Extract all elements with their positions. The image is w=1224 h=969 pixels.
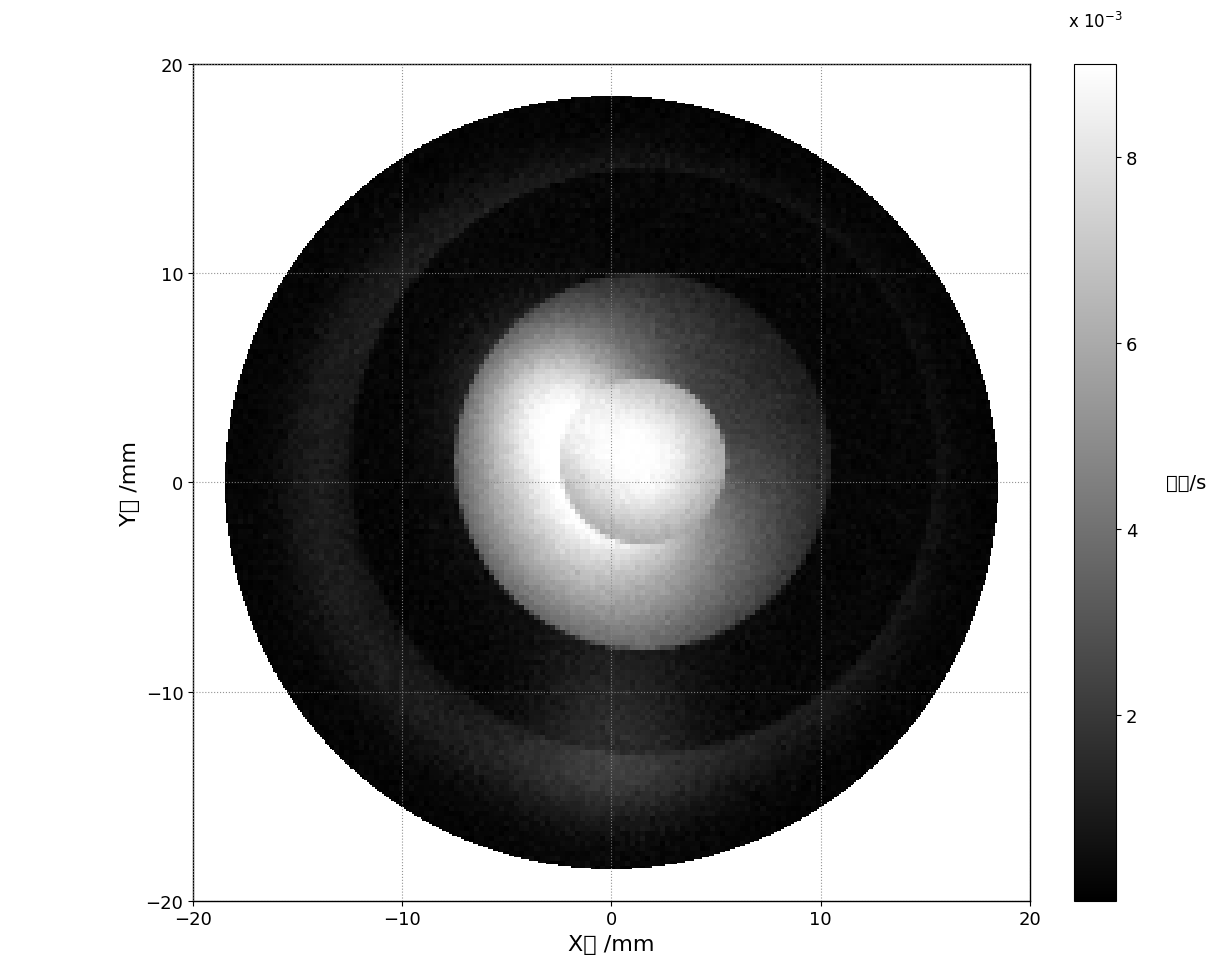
X-axis label: X向 /mm: X向 /mm — [568, 934, 655, 954]
Y-axis label: Y向 /mm: Y向 /mm — [120, 440, 140, 525]
Y-axis label: 波长/s: 波长/s — [1165, 474, 1206, 492]
Text: x 10$^{-3}$: x 10$^{-3}$ — [1067, 12, 1122, 31]
